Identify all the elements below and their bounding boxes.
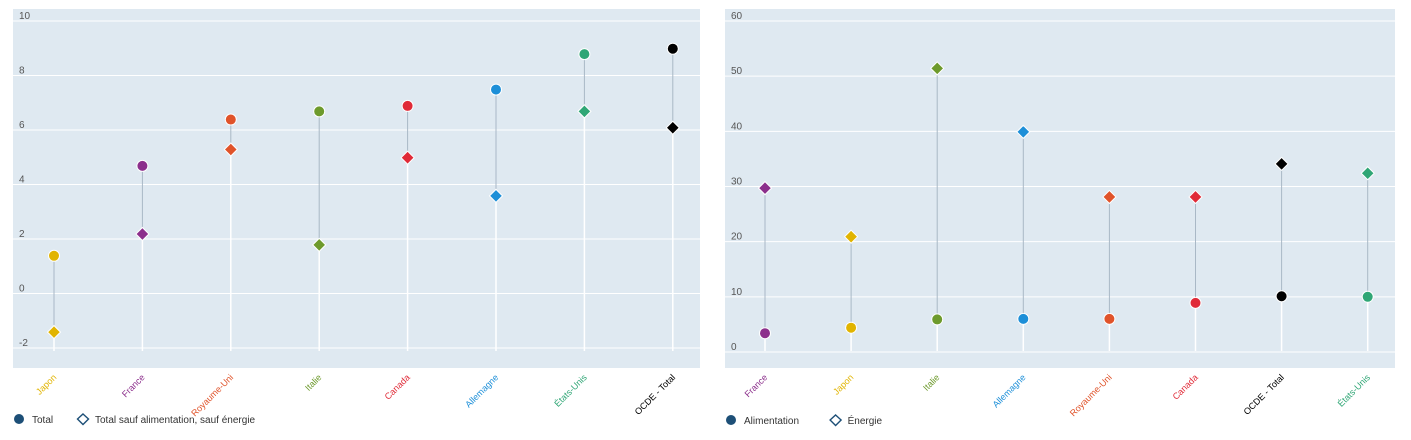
- point-diamond-allemagne[interactable]: [1016, 124, 1031, 140]
- legend-circle-icon: [14, 414, 24, 424]
- category-label: États-Unis: [552, 372, 589, 409]
- y-tick-label: 30: [731, 177, 743, 188]
- point-diamond-ocde-total[interactable]: [665, 120, 681, 135]
- y-tick-label: 10: [19, 11, 31, 22]
- legend-item-label: Total sauf alimentation, sauf énergie: [95, 415, 256, 426]
- category-label: Japon: [831, 372, 855, 396]
- point-diamond-royaume-uni[interactable]: [223, 142, 239, 157]
- y-tick-label: 2: [19, 229, 25, 240]
- point-circle-royaume-uni[interactable]: [224, 113, 237, 126]
- chart-panel-2: 0 10 20 30 40 50 60 France Japon Italie Allemagne R…: [725, 9, 1395, 427]
- y-tick-label: 10: [731, 287, 743, 298]
- y-tick-label: 8: [19, 66, 25, 77]
- point-diamond-italie[interactable]: [929, 61, 945, 76]
- point-circle-allemagne[interactable]: [490, 83, 502, 96]
- point-diamond-royaume-uni[interactable]: [1102, 189, 1117, 205]
- category-label: États-Unis: [1336, 372, 1373, 409]
- point-diamond--tats-unis[interactable]: [1360, 166, 1375, 181]
- point-diamond-france[interactable]: [757, 180, 773, 196]
- category-label: Allemagne: [991, 372, 1028, 409]
- point-circle-royaume-uni[interactable]: [1103, 312, 1116, 325]
- y-tick-label: 0: [19, 284, 25, 295]
- y-tick-label: 50: [731, 66, 743, 77]
- y-tick-label: 6: [19, 120, 25, 131]
- point-circle-canada[interactable]: [401, 99, 414, 112]
- point-circle--tats-unis[interactable]: [1361, 290, 1374, 303]
- y-tick-label: 0: [731, 342, 737, 353]
- point-circle-france[interactable]: [136, 159, 149, 172]
- legend-diamond-icon: [829, 414, 843, 427]
- category-label: OCDE - Total: [633, 372, 677, 416]
- legend-diamond-icon: [76, 413, 90, 426]
- point-diamond-canada[interactable]: [400, 150, 415, 165]
- point-circle-allemagne[interactable]: [1017, 312, 1030, 325]
- category-label: Allemagne: [463, 372, 500, 409]
- category-label: Canada: [383, 372, 412, 401]
- point-diamond-allemagne[interactable]: [488, 188, 504, 204]
- point-circle-france[interactable]: [759, 327, 771, 340]
- category-label: OCDE - Total: [1242, 372, 1286, 416]
- y-tick-label: 20: [731, 232, 743, 243]
- plot-background: [725, 9, 1395, 368]
- point-circle-japon[interactable]: [845, 321, 858, 334]
- point-diamond-france[interactable]: [135, 226, 150, 242]
- category-label: Japon: [34, 372, 58, 396]
- y-tick-label: 60: [731, 11, 743, 22]
- category-label: Canada: [1171, 372, 1200, 401]
- point-circle-ocde-total[interactable]: [666, 42, 679, 55]
- point-diamond-ocde-total[interactable]: [1274, 156, 1289, 172]
- point-diamond-italie[interactable]: [311, 237, 327, 253]
- point-diamond-japon[interactable]: [843, 229, 859, 244]
- point-diamond-canada[interactable]: [1188, 189, 1203, 205]
- point-circle-italie[interactable]: [931, 313, 944, 326]
- point-circle-canada[interactable]: [1189, 296, 1202, 309]
- point-circle--tats-unis[interactable]: [578, 48, 591, 61]
- point-circle-japon[interactable]: [48, 249, 60, 262]
- legend-item-label: Total: [32, 415, 53, 426]
- category-label: France: [743, 372, 770, 399]
- legend-circle-icon: [726, 415, 736, 425]
- legend-item-label: Alimentation: [744, 416, 799, 427]
- y-tick-label: 4: [19, 175, 25, 186]
- category-label: France: [120, 372, 147, 399]
- category-label: Italie: [303, 372, 324, 393]
- point-circle-ocde-total[interactable]: [1275, 290, 1288, 303]
- category-label: Royaume-Uni: [1068, 372, 1114, 418]
- legend-item-label: Énergie: [848, 414, 883, 427]
- category-label: Italie: [921, 372, 942, 393]
- plot-background: [13, 9, 700, 368]
- category-label: Royaume-Uni: [189, 372, 235, 418]
- point-diamond--tats-unis[interactable]: [577, 104, 592, 119]
- point-diamond-japon[interactable]: [46, 324, 62, 340]
- point-circle-italie[interactable]: [313, 105, 326, 118]
- chart-panel-1: -2 0 2 4 6 8 10 Japon France Royaume-Uni Italie Can…: [13, 9, 700, 426]
- y-tick-label: 40: [731, 121, 743, 132]
- y-tick-label: -2: [19, 338, 28, 349]
